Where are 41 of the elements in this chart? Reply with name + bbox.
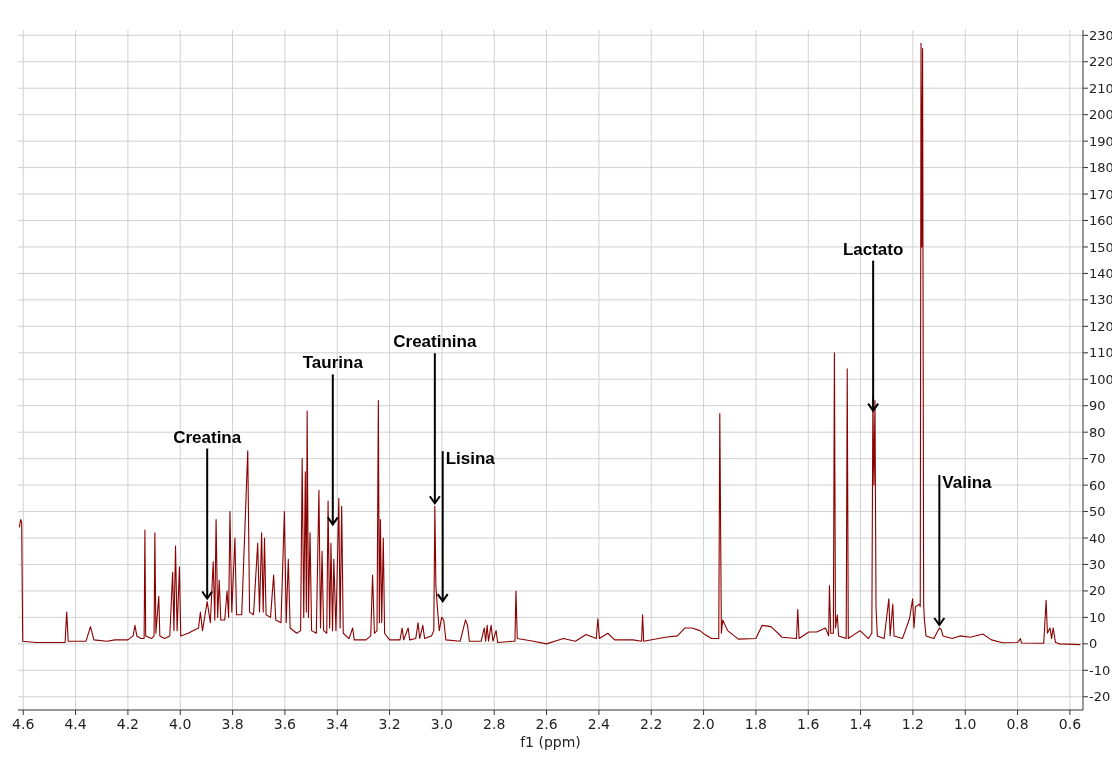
annotation: Lisina [445, 448, 496, 468]
x-tick-label: 4.6 [12, 716, 35, 732]
x-tick-label: 3.0 [430, 716, 454, 732]
annotation: Creatina [173, 427, 242, 447]
y-tick-label: 80 [1089, 424, 1106, 440]
x-tick-label: 2.0 [692, 716, 715, 732]
x-tick-label: 3.2 [378, 716, 401, 732]
x-tick-label: 0.8 [1006, 716, 1029, 732]
x-tick-label: 2.6 [535, 716, 558, 732]
y-tick-label: -10 [1089, 662, 1111, 678]
x-tick-label: 3.8 [221, 716, 244, 732]
x-tick-label: 3.6 [273, 716, 297, 732]
annotation: Valina [942, 472, 993, 492]
y-tick-label: -20 [1089, 689, 1111, 705]
y-tick-label: 70 [1089, 451, 1106, 467]
x-tick-label: 4.2 [116, 716, 140, 732]
y-tick-label: 0 [1089, 636, 1098, 652]
y-tick-label: 50 [1089, 504, 1106, 520]
y-tick-label: 30 [1089, 557, 1106, 573]
x-tick-label: 1.4 [849, 716, 872, 732]
x-tick-label: 4.4 [64, 716, 87, 732]
x-tick-label: 1.8 [744, 716, 768, 732]
x-tick-label: 0.6 [1058, 716, 1082, 732]
line-series [18, 42, 1081, 646]
y-tick-label: 40 [1089, 530, 1106, 546]
x-tick-label: 4.0 [169, 716, 192, 732]
x-tick-label: 1.2 [901, 716, 925, 732]
x-tick-label: 1.6 [797, 716, 820, 732]
annotation: Lactato [842, 239, 904, 259]
x-axis-title: f1 (ppm) [520, 734, 581, 750]
y-tick-label: 20 [1089, 583, 1106, 599]
annotation: Taurina [302, 353, 364, 373]
x-tick-label: 2.8 [483, 716, 506, 732]
x-tick-label: 2.2 [640, 716, 663, 732]
annotation: Creatinina [393, 332, 477, 352]
y-tick-label: 60 [1089, 477, 1106, 493]
x-tick-label: 1.0 [954, 716, 977, 732]
y-tick-label: 10 [1089, 609, 1106, 625]
x-tick-label: 3.4 [326, 716, 349, 732]
x-tick-label: 2.4 [587, 716, 611, 732]
y-tick-label: 90 [1089, 398, 1106, 414]
